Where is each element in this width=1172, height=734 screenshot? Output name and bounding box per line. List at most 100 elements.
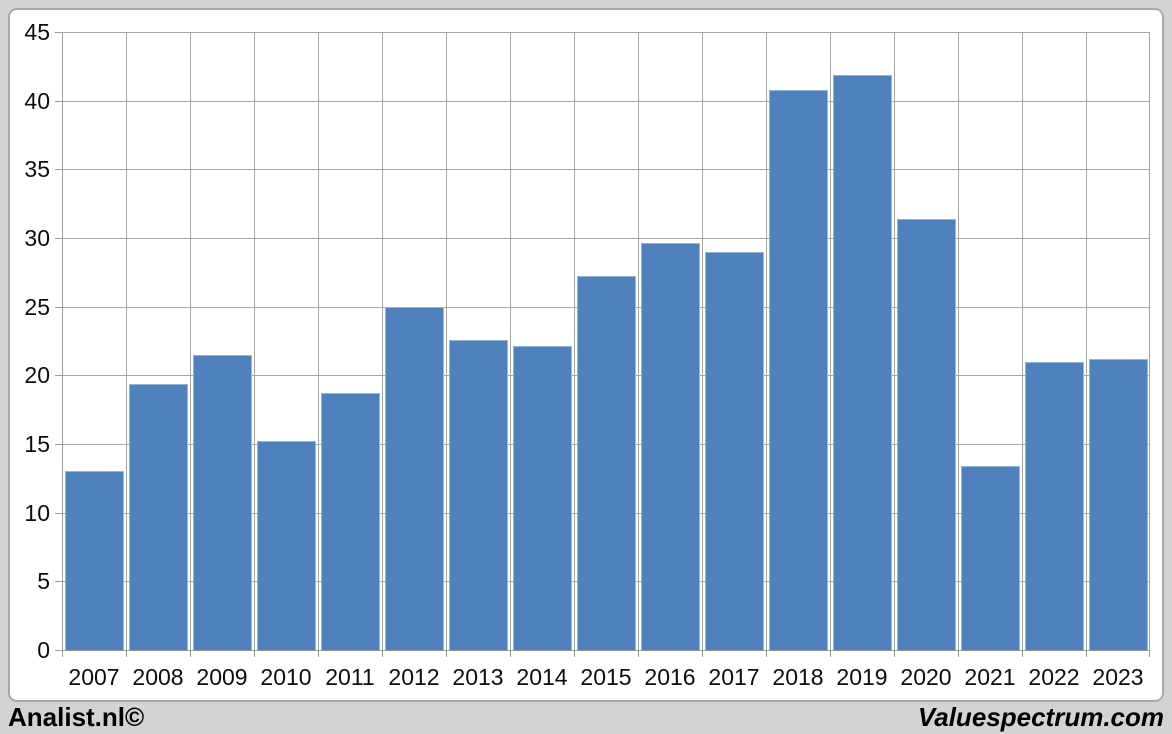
v-gridline-1 [126, 33, 127, 651]
v-gridline-16 [1086, 33, 1087, 651]
y-tick-5 [55, 581, 62, 582]
v-gridline-4 [318, 33, 319, 651]
v-gridline-10 [702, 33, 703, 651]
y-tick-40 [55, 101, 62, 102]
v-gridline-8 [574, 33, 575, 651]
h-gridline-40 [62, 101, 1150, 102]
bar-2011 [321, 393, 380, 650]
y-tick-label-40: 40 [24, 88, 50, 114]
plot-area: 0 5 10 15 20 25 30 35 40 45 2007 2008 2009 2010 2011 20… [24, 21, 1150, 689]
y-tick-10 [55, 513, 62, 514]
x-tick-label-2012: 2012 [388, 664, 440, 690]
x-tick-9 [638, 651, 639, 657]
x-tick-11 [766, 651, 767, 657]
y-axis [62, 33, 63, 651]
x-tick-label-2020: 2020 [900, 664, 952, 690]
y-tick-label-30: 30 [24, 225, 50, 251]
x-tick-label-2011: 2011 [325, 664, 375, 690]
v-gridline-2 [190, 33, 191, 651]
bar-2009 [193, 355, 252, 650]
x-tick-1 [126, 651, 127, 657]
v-gridline-7 [510, 33, 511, 651]
y-tick-label-10: 10 [24, 500, 50, 526]
bar-2010 [257, 441, 316, 650]
x-tick-3 [254, 651, 255, 657]
brand-valuespectrum: Valuespectrum.com [917, 702, 1164, 732]
y-tick-label-5: 5 [37, 568, 50, 594]
x-tick-label-2019: 2019 [836, 664, 888, 690]
x-tick-label-2017: 2017 [708, 664, 760, 690]
x-tick-label-2010: 2010 [260, 664, 312, 690]
x-tick-label-2009: 2009 [196, 664, 248, 690]
h-gridline-45 [62, 32, 1150, 33]
bar-2008 [129, 384, 188, 650]
footer-band: Analist.nl© Valuespectrum.com [0, 702, 1172, 734]
y-tick-label-25: 25 [24, 294, 50, 320]
x-tick-15 [1022, 651, 1023, 657]
x-tick-label-2018: 2018 [772, 664, 824, 690]
bar-2013 [449, 340, 508, 650]
y-tick-20 [55, 375, 62, 376]
x-tick-6 [446, 651, 447, 657]
y-tick-25 [55, 307, 62, 308]
h-gridline-30 [62, 238, 1150, 239]
x-tick-10 [702, 651, 703, 657]
x-tick-13 [894, 651, 895, 657]
x-tick-label-2023: 2023 [1092, 664, 1144, 690]
x-tick-label-2015: 2015 [580, 664, 632, 690]
brand-analist: Analist.nl© [8, 702, 145, 732]
bar-2023 [1089, 359, 1148, 650]
x-tick-12 [830, 651, 831, 657]
x-tick-14 [958, 651, 959, 657]
x-tick-label-2014: 2014 [516, 664, 568, 690]
x-tick-label-2021: 2021 [964, 664, 1016, 690]
x-tick-2 [190, 651, 191, 657]
v-gridline-13 [894, 33, 895, 651]
y-tick-label-0: 0 [37, 637, 50, 663]
x-tick-16 [1086, 651, 1087, 657]
chart-panel: 0 5 10 15 20 25 30 35 40 45 2007 2008 2009 2010 2011 20… [8, 8, 1164, 702]
x-tick-label-2008: 2008 [132, 664, 184, 690]
v-gridline-12 [830, 33, 831, 651]
bar-2016 [641, 243, 700, 650]
bar-2020 [897, 219, 956, 650]
v-gridline-9 [638, 33, 639, 651]
x-tick-label-2022: 2022 [1028, 664, 1080, 690]
v-gridline-11 [766, 33, 767, 651]
bar-2014 [513, 346, 572, 650]
bar-2018 [769, 90, 828, 650]
bar-2007 [65, 471, 124, 650]
y-tick-45 [55, 32, 62, 33]
x-tick-label-2016: 2016 [644, 664, 696, 690]
x-tick-5 [382, 651, 383, 657]
h-gridline-35 [62, 169, 1150, 170]
x-tick-label-2007: 2007 [68, 664, 120, 690]
y-tick-label-20: 20 [24, 362, 50, 388]
v-gridline-6 [446, 33, 447, 651]
v-gridline-5 [382, 33, 383, 651]
y-tick-30 [55, 238, 62, 239]
bar-2021 [961, 466, 1020, 650]
bar-2015 [577, 276, 636, 650]
y-tick-label-35: 35 [24, 156, 50, 182]
y-tick-15 [55, 444, 62, 445]
y-tick-label-15: 15 [24, 431, 50, 457]
x-tick-0 [62, 651, 63, 657]
bar-2012 [385, 307, 444, 650]
y-tick-35 [55, 169, 62, 170]
v-gridline-3 [254, 33, 255, 651]
x-tick-label-2013: 2013 [452, 664, 504, 690]
bar-2022 [1025, 362, 1084, 650]
v-gridline-17 [1149, 33, 1150, 651]
x-tick-17 [1149, 651, 1150, 657]
x-tick-7 [510, 651, 511, 657]
y-tick-label-45: 45 [24, 19, 50, 45]
bar-2017 [705, 252, 764, 650]
y-tick-0 [55, 650, 62, 651]
x-tick-8 [574, 651, 575, 657]
bar-2019 [833, 75, 892, 650]
x-axis [62, 650, 1150, 651]
x-tick-4 [318, 651, 319, 657]
v-gridline-14 [958, 33, 959, 651]
v-gridline-15 [1022, 33, 1023, 651]
